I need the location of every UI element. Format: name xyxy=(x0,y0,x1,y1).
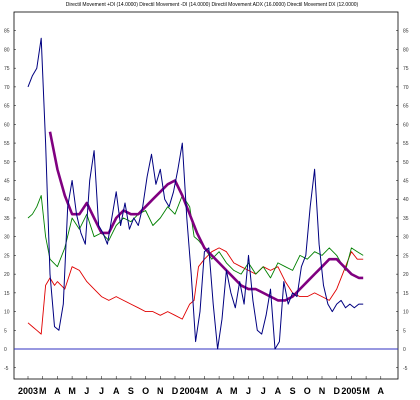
y-tick-label-right: 40 xyxy=(403,197,409,203)
y-tick-label-right: -5 xyxy=(403,366,408,372)
y-tick-label-left: 5 xyxy=(4,328,7,334)
y-tick-label-left: 40 xyxy=(4,197,10,203)
x-tick-label: A xyxy=(378,386,385,396)
y-tick-label-right: 25 xyxy=(403,253,409,259)
y-axis-right: -5 0 5 10 15 20 25 30 35 40 45 50 55 60 65 70 75 80 85 xyxy=(396,29,409,372)
y-tick-label-left: 15 xyxy=(4,291,10,297)
y-tick-label-right: 70 xyxy=(403,85,409,91)
y-tick-label-left: 35 xyxy=(4,216,10,222)
plot-frame xyxy=(13,11,399,380)
x-tick-label: O xyxy=(304,386,311,396)
y-tick-label-left: 20 xyxy=(4,272,10,278)
x-tick-label: A xyxy=(54,386,61,396)
y-tick-label-right: 10 xyxy=(403,310,409,316)
y-tick-label-right: 75 xyxy=(403,66,409,72)
series-line-directil-movement-di xyxy=(27,195,364,279)
series-line-directil-movement-dx xyxy=(27,37,364,350)
y-tick-label-left: 50 xyxy=(4,160,10,166)
y-tick-label-left: 0 xyxy=(4,347,7,353)
x-tick-label: D xyxy=(333,386,340,396)
x-tick-label: A xyxy=(216,386,223,396)
y-tick-label-left: 80 xyxy=(4,47,10,53)
x-tick-label: S xyxy=(290,386,296,396)
x-axis: 2003 M A M J J A S O N D 2004 M A M J J A S O N D 2005 M A xyxy=(18,376,385,396)
x-tick-label: 2004 xyxy=(180,386,200,396)
x-tick-label: J xyxy=(261,386,266,396)
x-tick-label: 2003 xyxy=(18,386,38,396)
x-tick-label: D xyxy=(172,386,179,396)
x-tick-label: J xyxy=(99,386,104,396)
chart-title: Directil Movement +DI (14.0000) Directil… xyxy=(66,2,359,8)
y-tick-label-right: 50 xyxy=(403,160,409,166)
y-tick-label-right: 5 xyxy=(403,328,406,334)
y-tick-label-left: -5 xyxy=(4,366,9,372)
y-tick-label-right: 45 xyxy=(403,179,409,185)
y-tick-label-right: 30 xyxy=(403,235,409,241)
y-tick-label-left: 45 xyxy=(4,179,10,185)
y-tick-label-left: 30 xyxy=(4,235,10,241)
x-tick-label: M xyxy=(201,386,209,396)
x-tick-label: O xyxy=(142,386,149,396)
x-tick-label: M xyxy=(362,386,370,396)
y-tick-label-left: 25 xyxy=(4,253,10,259)
y-tick-label-right: 55 xyxy=(403,141,409,147)
y-tick-label-left: 75 xyxy=(4,66,10,72)
series-line-directil-movement-di xyxy=(27,247,364,335)
x-tick-label: N xyxy=(319,386,326,396)
y-tick-label-right: 80 xyxy=(403,47,409,53)
y-tick-label-right: 15 xyxy=(403,291,409,297)
x-tick-label: N xyxy=(157,386,164,396)
y-tick-label-right: 35 xyxy=(403,216,409,222)
x-tick-label: M xyxy=(230,386,238,396)
x-tick-label: M xyxy=(68,386,76,396)
x-tick-label: A xyxy=(275,386,282,396)
y-tick-label-left: 60 xyxy=(4,122,10,128)
y-tick-label-right: 0 xyxy=(403,347,406,353)
x-tick-label: J xyxy=(84,386,89,396)
x-tick-label: S xyxy=(128,386,134,396)
y-tick-label-left: 10 xyxy=(4,310,10,316)
series-layer xyxy=(27,37,364,350)
y-tick-label-right: 85 xyxy=(403,29,409,35)
y-axis-left: -5 0 5 10 15 20 25 30 35 40 45 50 55 60 65 70 75 80 85 xyxy=(4,29,16,372)
x-tick-label: J xyxy=(246,386,251,396)
y-tick-label-left: 70 xyxy=(4,85,10,91)
y-tick-label-left: 85 xyxy=(4,29,10,35)
x-tick-label: 2005 xyxy=(341,386,361,396)
y-tick-label-right: 65 xyxy=(403,104,409,110)
y-tick-label-left: 55 xyxy=(4,141,10,147)
y-tick-label-left: 65 xyxy=(4,104,10,110)
y-tick-label-right: 60 xyxy=(403,122,409,128)
x-tick-label: M xyxy=(39,386,47,396)
x-tick-label: A xyxy=(113,386,120,396)
y-tick-label-right: 20 xyxy=(403,272,409,278)
